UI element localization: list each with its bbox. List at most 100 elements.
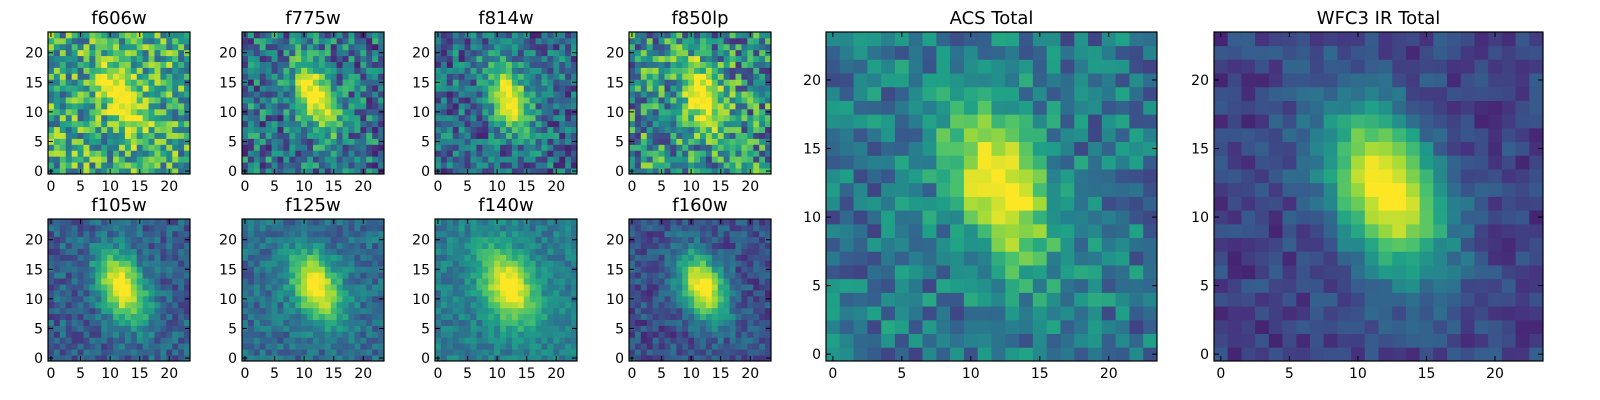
heatmap-cell <box>372 325 379 332</box>
heatmap-cell <box>136 319 144 326</box>
heatmap-cell <box>717 61 725 68</box>
heatmap-cell <box>446 248 454 255</box>
heatmap-cell <box>547 236 554 244</box>
heatmap-cell <box>342 230 349 238</box>
heatmap-cell <box>458 79 465 86</box>
heatmap-cell <box>711 325 719 332</box>
heatmap-cell <box>48 150 55 157</box>
heatmap-cell <box>119 355 126 362</box>
heatmap-cell <box>694 349 701 356</box>
heatmap-cell <box>166 331 173 338</box>
heatmap-cell <box>435 349 442 356</box>
heatmap-cell <box>482 97 489 104</box>
heatmap-cell <box>634 301 642 309</box>
heatmap-cell <box>313 224 320 232</box>
heatmap-cell <box>881 306 896 321</box>
heatmap-cell <box>59 236 67 244</box>
heatmap-cell <box>295 331 302 338</box>
heatmap-cell <box>366 43 373 51</box>
heatmap-cell <box>378 120 385 128</box>
heatmap-cell <box>440 91 448 98</box>
heatmap-cell <box>717 325 725 332</box>
heatmap-cell <box>458 114 465 122</box>
heatmap-cell <box>717 49 725 57</box>
heatmap-cell <box>178 278 185 285</box>
heatmap-cell <box>747 103 754 110</box>
heatmap-cell <box>324 120 332 128</box>
heatmap-cell <box>700 108 707 116</box>
heatmap-cell <box>48 37 55 45</box>
heatmap-cell <box>107 138 114 145</box>
heatmap-cell <box>378 55 385 62</box>
heatmap-cell <box>476 126 483 133</box>
heatmap-cell <box>366 55 373 62</box>
heatmap-cell <box>658 284 665 291</box>
heatmap-cell <box>348 254 355 261</box>
heatmap-cell <box>559 295 566 303</box>
heatmap-cell <box>452 162 460 169</box>
heatmap-cell <box>336 284 343 291</box>
heatmap-cell <box>735 73 742 80</box>
heatmap-cell <box>747 236 754 244</box>
heatmap-cell <box>664 248 671 255</box>
heatmap-cell <box>723 37 730 45</box>
heatmap-cell <box>652 61 659 68</box>
heatmap-cell <box>1074 306 1089 321</box>
heatmap-cell <box>435 55 442 62</box>
heatmap-cell <box>640 224 648 232</box>
heatmap-cell <box>440 272 448 279</box>
heatmap-cell <box>301 150 308 157</box>
heatmap-cell <box>452 236 460 244</box>
heatmap-cell <box>77 37 84 45</box>
heatmap-cell <box>535 343 542 350</box>
heatmap-cell <box>646 168 654 175</box>
heatmap-cell <box>130 313 138 320</box>
heatmap-cell <box>53 120 61 128</box>
heatmap-cell <box>634 73 642 80</box>
heatmap-cell <box>470 319 477 326</box>
heatmap-cell <box>119 242 126 249</box>
heatmap-cell <box>53 349 61 356</box>
heatmap-cell <box>148 337 155 344</box>
heatmap-cell <box>741 290 748 297</box>
heatmap-cell <box>253 126 261 133</box>
heatmap-cell <box>464 284 471 291</box>
heatmap-cell <box>711 37 719 45</box>
heatmap-cell <box>178 266 185 273</box>
heatmap-cell <box>717 295 725 303</box>
heatmap-cell <box>372 120 379 128</box>
heatmap-cell <box>729 355 736 362</box>
heatmap-cell <box>313 301 320 309</box>
heatmap-cell <box>500 343 507 350</box>
heatmap-cell <box>553 319 560 326</box>
heatmap-cell <box>178 284 185 291</box>
heatmap-cell <box>360 248 367 255</box>
heatmap-cell <box>452 343 460 350</box>
heatmap-cell <box>506 325 513 332</box>
heatmap-cell <box>142 284 149 291</box>
heatmap-cell <box>741 43 748 51</box>
heatmap-cell <box>166 55 173 62</box>
heatmap-cell <box>71 331 78 338</box>
heatmap-cell <box>741 337 748 344</box>
heatmap-cell <box>458 272 465 279</box>
heatmap-cell <box>336 331 343 338</box>
heatmap-cell <box>765 162 772 169</box>
heatmap-cell <box>565 120 572 128</box>
heatmap-cell <box>488 108 495 116</box>
heatmap-cell <box>178 260 185 267</box>
heatmap-cell <box>500 325 507 332</box>
heatmap-cell <box>541 272 548 279</box>
heatmap-cell <box>71 144 78 151</box>
heatmap-cell <box>676 138 683 145</box>
heatmap-cell <box>242 307 249 315</box>
heatmap-cell <box>440 219 448 226</box>
heatmap-cell <box>342 120 349 128</box>
heatmap-cell <box>482 313 489 320</box>
heatmap-cell <box>101 55 108 62</box>
heatmap-cell <box>658 331 665 338</box>
heatmap-cell <box>646 248 654 255</box>
heatmap-cell <box>759 313 766 320</box>
heatmap-cell <box>664 290 671 297</box>
heatmap-cell <box>729 319 736 326</box>
